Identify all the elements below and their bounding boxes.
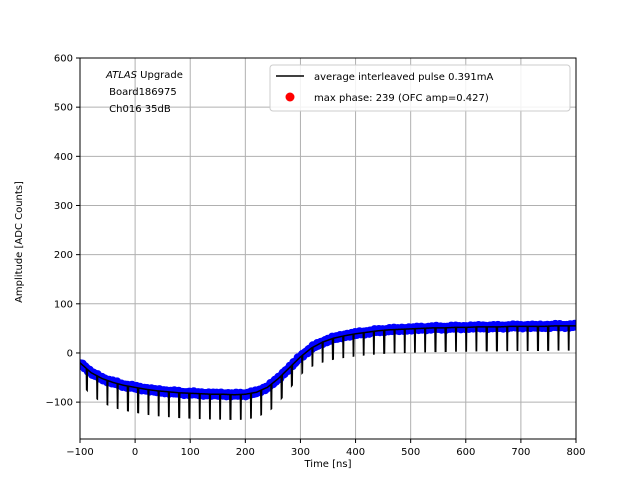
series-line — [80, 325, 576, 420]
plot-area — [80, 319, 576, 420]
annotation-line-2: Board186975 — [106, 87, 177, 98]
y-tick-label: −100 — [46, 398, 73, 409]
x-axis: −100 0 100 200 300 400 500 600 700 800 — [66, 439, 586, 458]
y-axis: −100 0 100 200 300 400 500 600 — [46, 54, 80, 409]
y-tick-label: 400 — [54, 152, 73, 163]
x-axis-label: Time [ns] — [303, 459, 351, 470]
x-tick-label: 500 — [401, 447, 420, 458]
annotation-line-1: ATLAS Upgrade — [105, 70, 183, 81]
annotation-upgrade: Upgrade — [137, 70, 183, 81]
x-tick-label: 600 — [456, 447, 475, 458]
x-tick-label: 200 — [236, 447, 255, 458]
x-tick-label: −100 — [66, 447, 93, 458]
x-tick-label: 800 — [566, 447, 585, 458]
x-tick-label: 400 — [346, 447, 365, 458]
y-tick-label: 0 — [67, 348, 73, 359]
annotation-line-3: Ch016 35dB — [106, 104, 171, 115]
legend-box — [269, 64, 571, 112]
y-tick-label: 200 — [54, 250, 73, 261]
y-tick-label: 600 — [54, 54, 73, 65]
annotation-atlas: ATLAS — [105, 70, 138, 81]
y-axis-label: Amplitude [ADC Counts] — [14, 181, 25, 303]
legend-entry-marker: max phase: 239 (OFC amp=0.427) — [314, 93, 489, 104]
y-tick-label: 500 — [54, 103, 73, 114]
legend: average interleaved pulse 0.391mA max ph… — [269, 64, 571, 112]
axes-frame — [79, 57, 577, 440]
legend-marker-swatch — [285, 92, 295, 102]
x-tick-label: 100 — [181, 447, 200, 458]
legend-entry-line: average interleaved pulse 0.391mA — [314, 72, 493, 83]
y-tick-label: 100 — [54, 299, 73, 310]
x-tick-label: 700 — [511, 447, 530, 458]
annotation: ATLAS Upgrade Board186975 Ch016 35dB — [105, 70, 183, 115]
x-tick-label: 0 — [132, 447, 138, 458]
y-tick-label: 300 — [54, 201, 73, 212]
x-tick-label: 300 — [291, 447, 310, 458]
